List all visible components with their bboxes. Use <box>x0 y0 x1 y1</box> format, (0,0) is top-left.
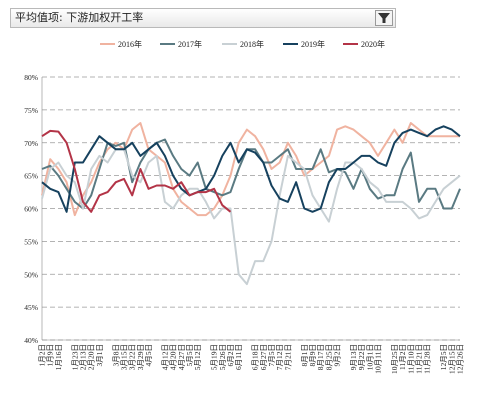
x-tick-label: 1月2日 <box>38 344 47 367</box>
x-tick-label: 3月8日 <box>111 344 120 367</box>
x-tick-label: 8月17日 <box>316 344 325 370</box>
filter-dropdown-icon[interactable] <box>375 10 393 26</box>
x-tick-label: 7月5日 <box>267 344 276 367</box>
x-tick-label: 1月16日 <box>54 344 63 370</box>
chart-grid <box>41 76 460 341</box>
x-tick-label: 4月5日 <box>144 344 153 367</box>
x-tick-label: 9月22日 <box>357 344 366 370</box>
x-tick-label: 11月28日 <box>423 344 432 374</box>
y-tick-label: 60% <box>24 205 38 214</box>
x-tick-label: 3月1日 <box>95 344 104 367</box>
x-tick-label: 5月26日 <box>218 344 227 370</box>
filter-label: 平均值项: 下游加权开工率 <box>15 11 144 24</box>
x-tick-label: 2月13日 <box>79 344 88 370</box>
y-axis-ticks: 40% 45% 50% 55% 60% 65% 70% 75% 80% <box>24 73 38 345</box>
x-tick-label: 6月11日 <box>234 344 243 370</box>
series-line-2018年 <box>41 148 461 286</box>
x-tick-label: 7月12日 <box>275 344 284 370</box>
x-tick-label: 1月23日 <box>70 344 79 370</box>
x-tick-label: 10月1日 <box>365 344 374 370</box>
x-tick-label: 3月29日 <box>136 344 145 370</box>
x-tick-label: 6月18日 <box>251 344 260 370</box>
x-tick-label: 11月21日 <box>415 344 424 374</box>
y-tick-label: 40% <box>24 336 38 345</box>
x-tick-label: 11月2日 <box>398 344 407 370</box>
x-tick-label: 5月5日 <box>185 344 194 367</box>
x-tick-label: 12月15日 <box>447 344 456 374</box>
legend-label: 2019年 <box>301 39 325 49</box>
x-tick-label: 6月2日 <box>226 344 235 367</box>
y-tick-label: 55% <box>24 237 38 246</box>
x-tick-label: 12月5日 <box>439 344 448 370</box>
x-tick-label: 4月20日 <box>169 344 178 370</box>
y-tick-label: 75% <box>24 106 38 115</box>
x-tick-label: 10月25日 <box>390 344 399 374</box>
y-tick-label: 70% <box>24 139 38 148</box>
series-lines <box>41 122 461 286</box>
x-tick-label: 2月20日 <box>87 344 96 370</box>
x-tick-label: 9月13日 <box>349 344 358 370</box>
x-tick-label: 11月10日 <box>406 344 415 374</box>
series-line-2017年 <box>41 138 461 210</box>
x-tick-label: 8月25日 <box>324 344 333 370</box>
y-tick-label: 65% <box>24 172 38 181</box>
y-tick-label: 50% <box>24 270 38 279</box>
x-tick-label: 8月1日 <box>300 344 309 367</box>
x-tick-label: 4月27日 <box>177 344 186 370</box>
series-line-2020年 <box>41 129 232 213</box>
x-tick-label: 8月9日 <box>308 344 317 367</box>
x-tick-label: 3月22日 <box>128 344 137 370</box>
x-tick-label: 9月2日 <box>333 344 342 367</box>
x-tick-label: 5月19日 <box>210 344 219 370</box>
x-tick-label: 3月15日 <box>120 344 129 370</box>
x-tick-label: 5月12日 <box>193 344 202 370</box>
x-tick-label: 12月26日 <box>456 344 465 374</box>
x-tick-label: 6月27日 <box>259 344 268 370</box>
chart-legend: 2016年 2017年 2018年 2019年 2020年 <box>100 39 385 49</box>
x-tick-label: 7月21日 <box>283 344 292 370</box>
filter-bar: 平均值项: 下游加权开工率 <box>10 8 396 28</box>
legend-label: 2016年 <box>118 39 142 49</box>
y-tick-label: 80% <box>24 73 38 82</box>
x-axis-ticks: 1月2日 1月9日 1月16日 1月23日 2月13日 2月20日 3月1日 3月8日 3月15… <box>38 344 465 374</box>
legend-label: 2018年 <box>240 39 264 49</box>
x-tick-label: 10月11日 <box>374 344 383 374</box>
x-tick-label: 4月12日 <box>160 344 169 370</box>
x-tick-label: 1月9日 <box>46 344 55 367</box>
y-tick-label: 45% <box>24 303 38 312</box>
legend-label: 2017年 <box>178 39 202 49</box>
legend-label: 2020年 <box>361 39 385 49</box>
series-line-2019年 <box>41 125 461 213</box>
